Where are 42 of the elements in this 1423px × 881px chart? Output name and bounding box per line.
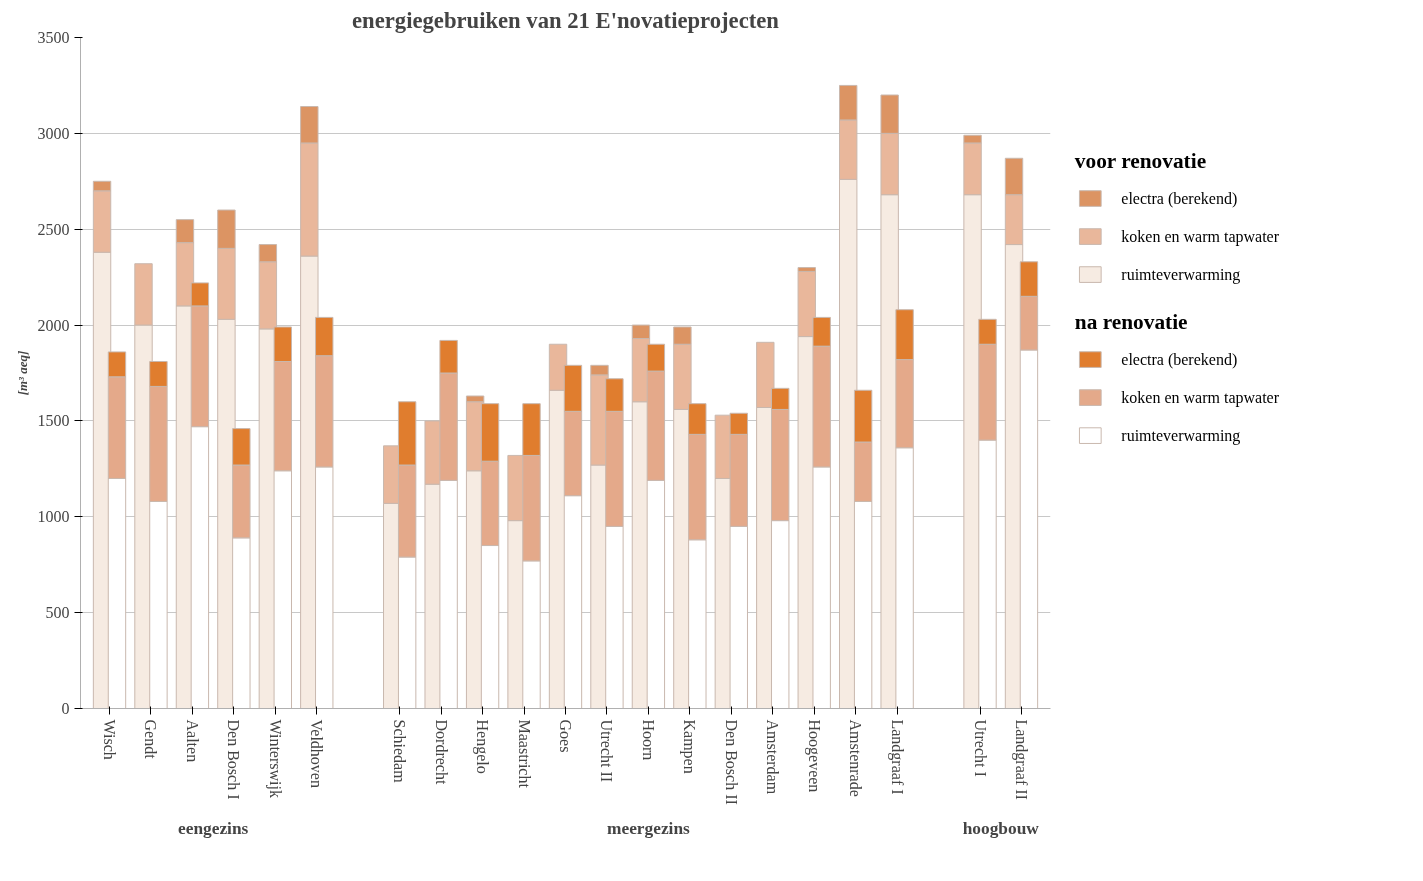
- legend-label: electra (berekend): [1121, 190, 1238, 209]
- y-tick-label: 2000: [37, 316, 70, 334]
- text: eengezins: [178, 818, 249, 838]
- y-tick-label: 1500: [37, 412, 70, 430]
- text: voor renovatie: [1074, 148, 1207, 173]
- x-tick-label: Maastricht: [515, 719, 533, 789]
- x-tick-label: Wisch: [101, 719, 119, 760]
- x-tick-label: Den Bosch II: [722, 719, 740, 805]
- x-tick-label: Gendt: [142, 719, 160, 760]
- text: meergezins: [607, 818, 691, 838]
- y-tick-label: 500: [45, 604, 70, 622]
- x-tick-label: Kampen: [680, 719, 699, 774]
- x-tick-label: Den Bosch I: [225, 719, 243, 800]
- legend-label: koken en warm tapwater: [1121, 389, 1280, 408]
- x-tick-label: Winterswijk: [265, 719, 284, 798]
- x-tick-label: Veldhoven: [308, 719, 326, 788]
- x-tick-label: Utrecht II: [598, 719, 616, 783]
- legend-label: ruimteverwarming: [1121, 427, 1241, 446]
- x-tick-label: Hoogeveen: [804, 719, 823, 793]
- y-tick-label: 1000: [37, 508, 70, 526]
- x-tick-label: Schiedam: [391, 719, 409, 784]
- x-tick-label: Hoorn: [639, 719, 657, 761]
- legend-label: ruimteverwarming: [1121, 266, 1241, 285]
- legend-label: electra (berekend): [1121, 351, 1238, 370]
- y-tick-label: 3500: [37, 29, 70, 46]
- y-tick-label: 2500: [37, 220, 70, 238]
- text: hoogbouw: [962, 818, 1040, 838]
- y-tick-label: 0: [61, 700, 70, 717]
- x-tick-label: Utrecht I: [971, 719, 989, 777]
- chart-title: energiegebruiken van 21 E'novatieprojecten: [352, 7, 780, 33]
- x-tick-label: Amstenrade: [847, 719, 865, 797]
- y-tick-label: 3000: [37, 124, 70, 142]
- x-tick-label: Landgraaf I: [887, 719, 906, 795]
- legend-label: koken en warm tapwater: [1121, 228, 1280, 247]
- x-tick-label: Landgraaf II: [1011, 719, 1030, 800]
- x-tick-label: Dordrecht: [432, 719, 450, 785]
- y-axis-title: [m³ aeq]: [14, 350, 30, 396]
- x-tick-label: Hengelo: [473, 719, 492, 774]
- x-tick-label: Amsterdam: [764, 719, 782, 795]
- text: na renovatie: [1074, 309, 1188, 334]
- x-tick-label: Aalten: [183, 719, 201, 763]
- x-tick-label: Goes: [557, 719, 574, 753]
